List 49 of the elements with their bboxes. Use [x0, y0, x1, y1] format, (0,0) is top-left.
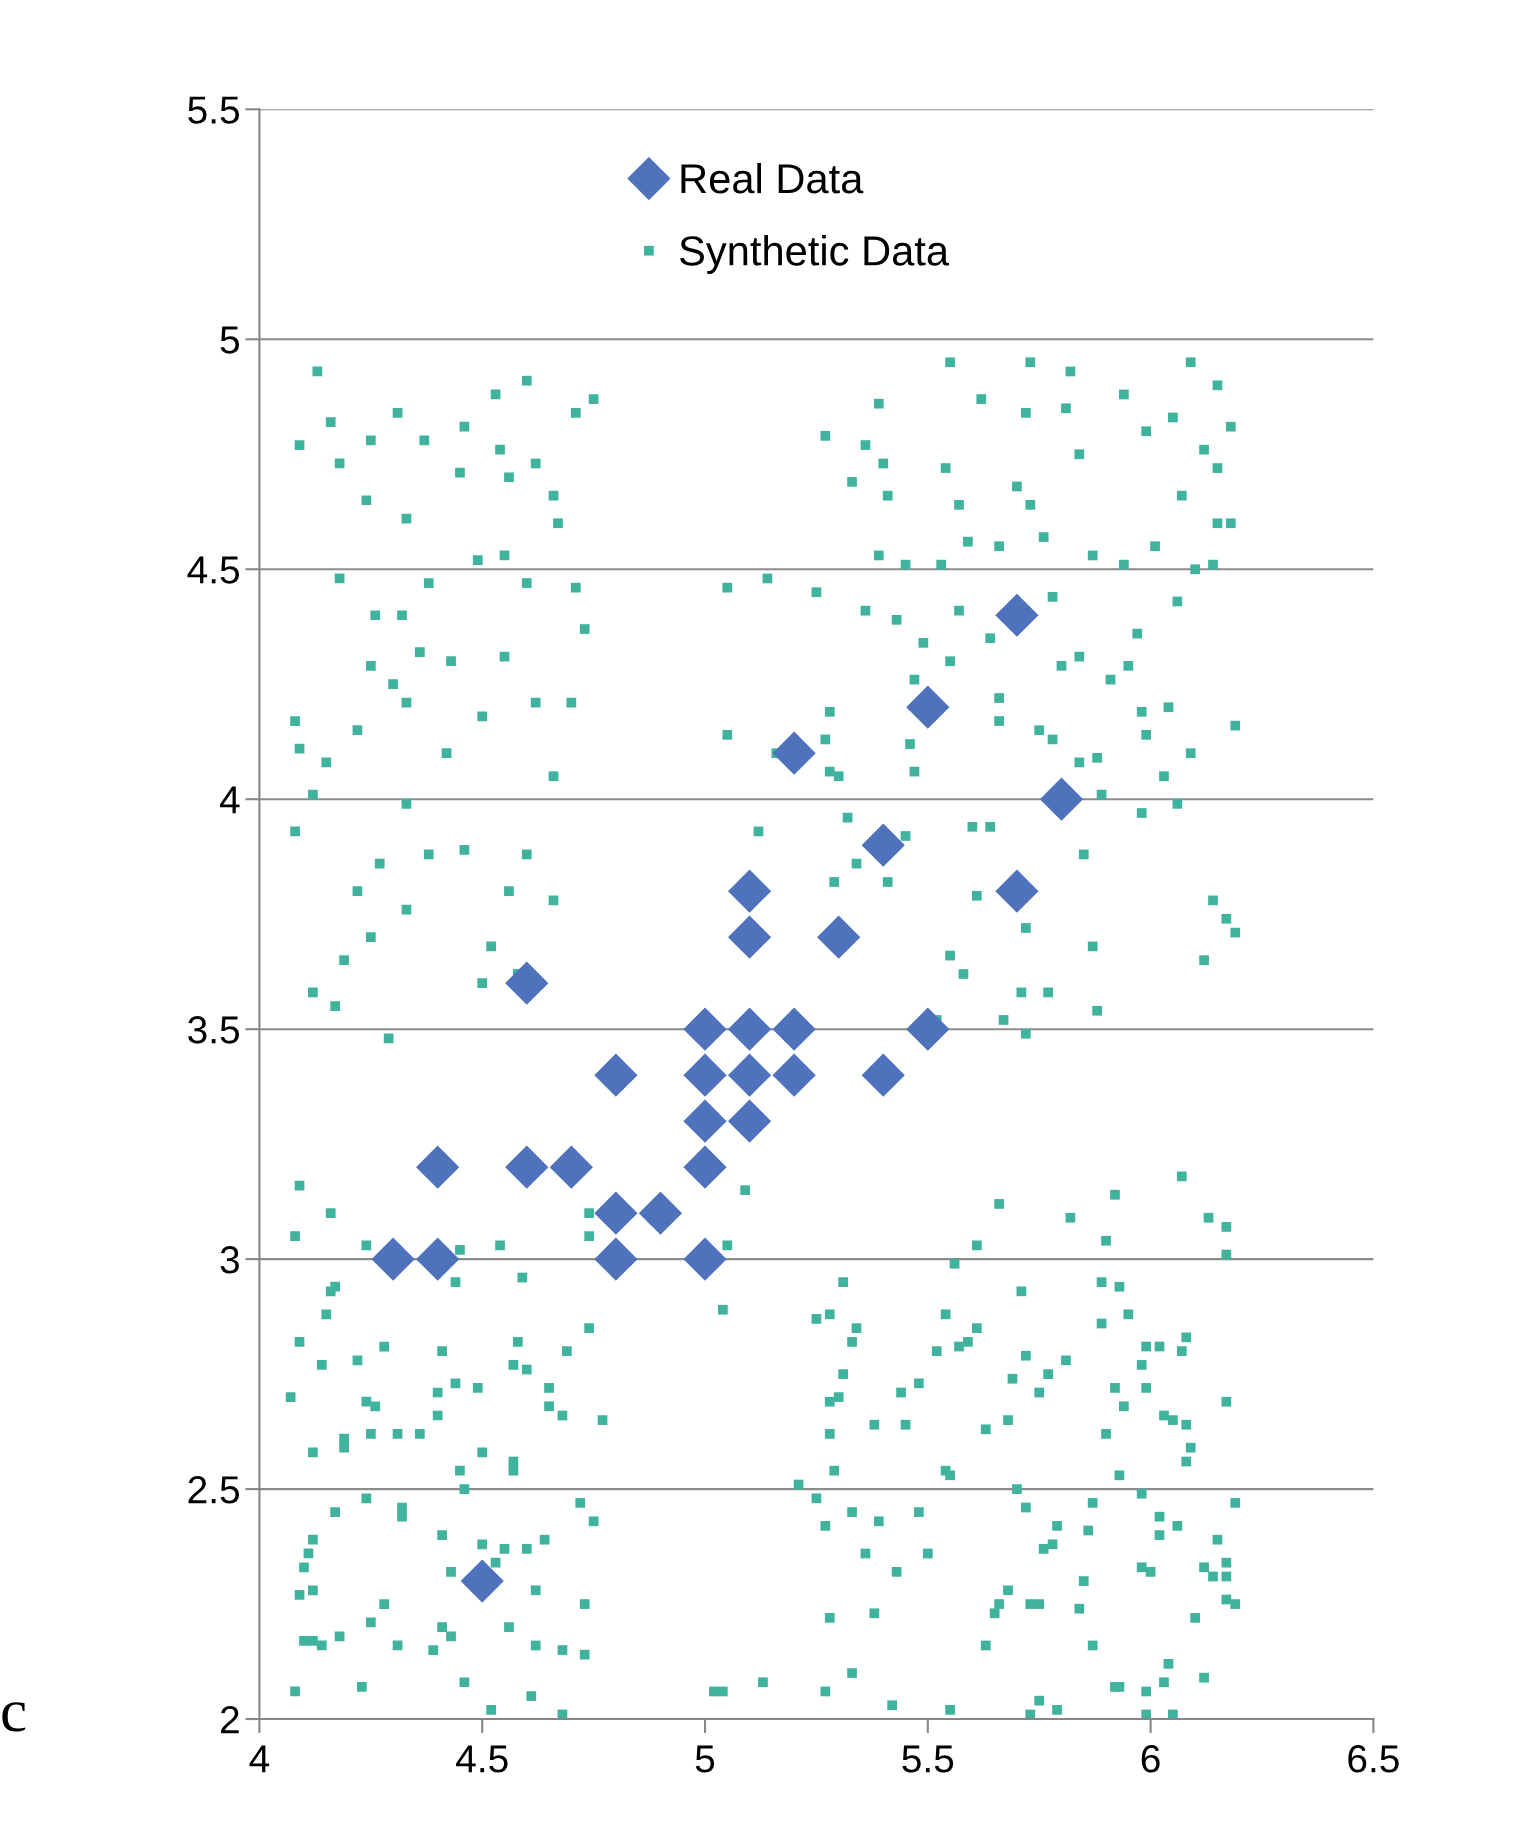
- x-tick-label: 6: [1141, 1745, 1160, 1773]
- y-tick-label: 5: [220, 326, 240, 354]
- y-tick-label: 4.5: [187, 556, 240, 584]
- point: [861, 823, 905, 867]
- point: [505, 1145, 549, 1189]
- y-tick-label: 4: [219, 786, 240, 814]
- y-tick-label: 3.5: [188, 1016, 240, 1044]
- text: c: [2, 1702, 26, 1732]
- point: [638, 1191, 683, 1235]
- point: [772, 731, 816, 775]
- point: [416, 1145, 460, 1189]
- x-tick-label: 5.5: [902, 1745, 954, 1773]
- point: [727, 1007, 772, 1051]
- point: [727, 1053, 772, 1097]
- x-tick-label: 5: [695, 1745, 715, 1773]
- point: [772, 1053, 816, 1097]
- x-tick-label: 6.5: [1348, 1745, 1399, 1773]
- point: [727, 915, 772, 959]
- point: [1039, 777, 1084, 821]
- point: [906, 1007, 950, 1051]
- point: [594, 1191, 638, 1235]
- point: [416, 1237, 460, 1281]
- point: [906, 685, 950, 729]
- point: [772, 1007, 816, 1051]
- point: [683, 1007, 727, 1051]
- point: [505, 961, 549, 1005]
- x-tick-label: 4: [249, 1745, 270, 1773]
- point: [995, 869, 1039, 913]
- point: [594, 1237, 638, 1281]
- point: [460, 1559, 504, 1603]
- legend-label: Real Data: [681, 162, 864, 194]
- point: [683, 1053, 727, 1097]
- x-tick-label: 4.5: [456, 1745, 508, 1773]
- point: [549, 1145, 593, 1189]
- point: [995, 593, 1039, 637]
- point: [594, 1053, 638, 1097]
- legend-label: Synthetic Data: [679, 235, 950, 274]
- y-tick-label: 5.5: [188, 96, 240, 124]
- point: [727, 869, 772, 913]
- point: [683, 1099, 727, 1143]
- point: [727, 1099, 772, 1143]
- point: [371, 1237, 415, 1281]
- point: [817, 915, 861, 959]
- point: [861, 1053, 905, 1097]
- y-tick-label: 3: [220, 1246, 239, 1274]
- y-tick-label: 2: [221, 1705, 239, 1734]
- y-tick-label: 2.5: [188, 1476, 240, 1504]
- point: [683, 1145, 727, 1189]
- point: [683, 1237, 727, 1281]
